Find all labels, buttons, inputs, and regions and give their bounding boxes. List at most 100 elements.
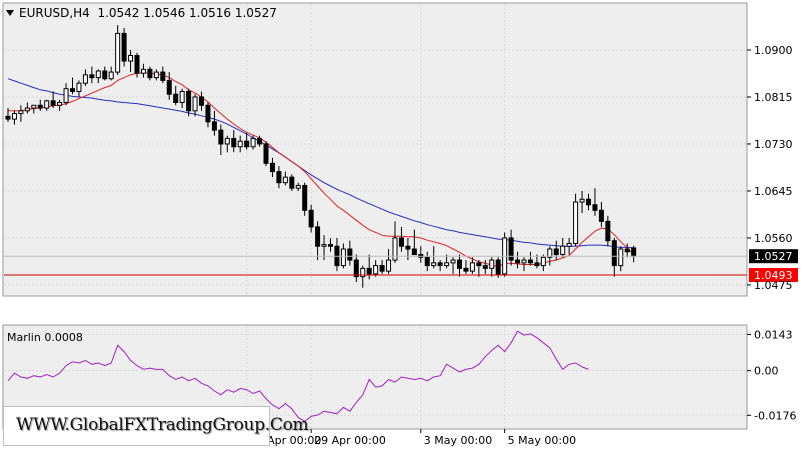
candle [611, 237, 617, 277]
candle-body [579, 198, 585, 203]
current-price-label: 1.0527 [754, 250, 793, 263]
candle-body [31, 104, 37, 109]
slow-moving-average-line [7, 78, 634, 249]
candle-body [134, 55, 140, 74]
candle-body [598, 209, 604, 222]
candle-body [108, 71, 114, 80]
candle [31, 104, 37, 114]
candle [63, 83, 69, 106]
candle [50, 91, 56, 109]
candle-body [199, 96, 204, 106]
fast-moving-average-line [8, 72, 634, 268]
candle [231, 130, 237, 153]
candle [489, 257, 495, 277]
candle-body [115, 32, 121, 73]
candle-body [553, 248, 559, 256]
candle [586, 193, 591, 211]
candle-body [82, 74, 88, 84]
marlin-oscillator [7, 330, 589, 423]
candle [308, 204, 314, 233]
candle [618, 246, 624, 272]
level-price-box [749, 267, 798, 282]
candle [237, 135, 243, 153]
candle [76, 80, 82, 97]
candle [282, 171, 288, 186]
candle [398, 226, 404, 252]
candle [89, 66, 95, 84]
candle-body [431, 262, 437, 267]
candle [199, 91, 204, 111]
candle [44, 99, 50, 111]
candle-body [166, 79, 172, 95]
candle-body [205, 104, 211, 123]
candle [121, 27, 127, 67]
candle [205, 102, 211, 128]
candle [11, 110, 17, 125]
oscillator-tick-label: -0.0176 [754, 409, 796, 422]
candle [502, 232, 508, 277]
candle-body [489, 259, 495, 269]
candle-body [192, 96, 198, 112]
candle [218, 124, 224, 156]
candle-body [5, 115, 11, 120]
candle [263, 141, 269, 167]
candle-body [573, 201, 579, 244]
time-tick-label: 5 May 00:00 [508, 434, 576, 447]
candle-body [231, 137, 237, 148]
candle-body [186, 90, 192, 112]
axes: 1.0900 1.0815 1.0730 1.0645 1.0560 1.0475 0.01… [246, 44, 796, 447]
candle [605, 215, 611, 247]
candle-body [437, 262, 443, 267]
candle-body [89, 74, 95, 79]
candle-body [411, 248, 417, 256]
candle-body [515, 259, 521, 264]
candle [276, 166, 282, 189]
candle [624, 243, 630, 258]
candle-body [624, 248, 630, 253]
candle-body [631, 247, 637, 257]
candle-body [237, 140, 243, 148]
candle-body [95, 70, 101, 79]
candle [70, 77, 75, 95]
candle [373, 260, 379, 277]
candle [82, 69, 88, 86]
price-tick-label: 1.0730 [754, 138, 793, 151]
candle-body [366, 267, 372, 275]
oscillator-tick-label: 0.00 [754, 365, 779, 378]
candle-body [63, 88, 69, 104]
candle [566, 237, 572, 255]
price-tick-label: 1.0645 [754, 185, 793, 198]
candle-body [269, 162, 275, 173]
candle-body [50, 100, 56, 106]
candle-body [295, 184, 301, 189]
candle-body [566, 242, 572, 247]
candle [5, 108, 11, 122]
candle [24, 102, 30, 114]
candle-body [282, 176, 288, 184]
candle-body [450, 259, 456, 264]
candle [444, 254, 450, 269]
candle-body [424, 256, 430, 267]
candle-body [44, 100, 50, 109]
candle [289, 174, 295, 191]
candle [95, 69, 101, 84]
candle [37, 99, 43, 111]
candle-body [527, 259, 533, 264]
candle [347, 240, 353, 266]
candle-body [263, 143, 269, 164]
price-tick-label: 1.0815 [754, 91, 793, 104]
candle [598, 202, 604, 227]
candle [534, 254, 540, 269]
candle-body [360, 267, 366, 278]
candle-body [495, 259, 501, 275]
candle-body [250, 137, 256, 148]
candle [437, 260, 443, 272]
level-price-label: 1.0493 [754, 269, 793, 282]
collapse-triangle-icon[interactable] [6, 10, 14, 16]
candle [527, 251, 533, 266]
candle-body [257, 137, 263, 145]
candle [482, 260, 488, 274]
candle-body [24, 107, 30, 112]
candle-body [444, 262, 450, 267]
